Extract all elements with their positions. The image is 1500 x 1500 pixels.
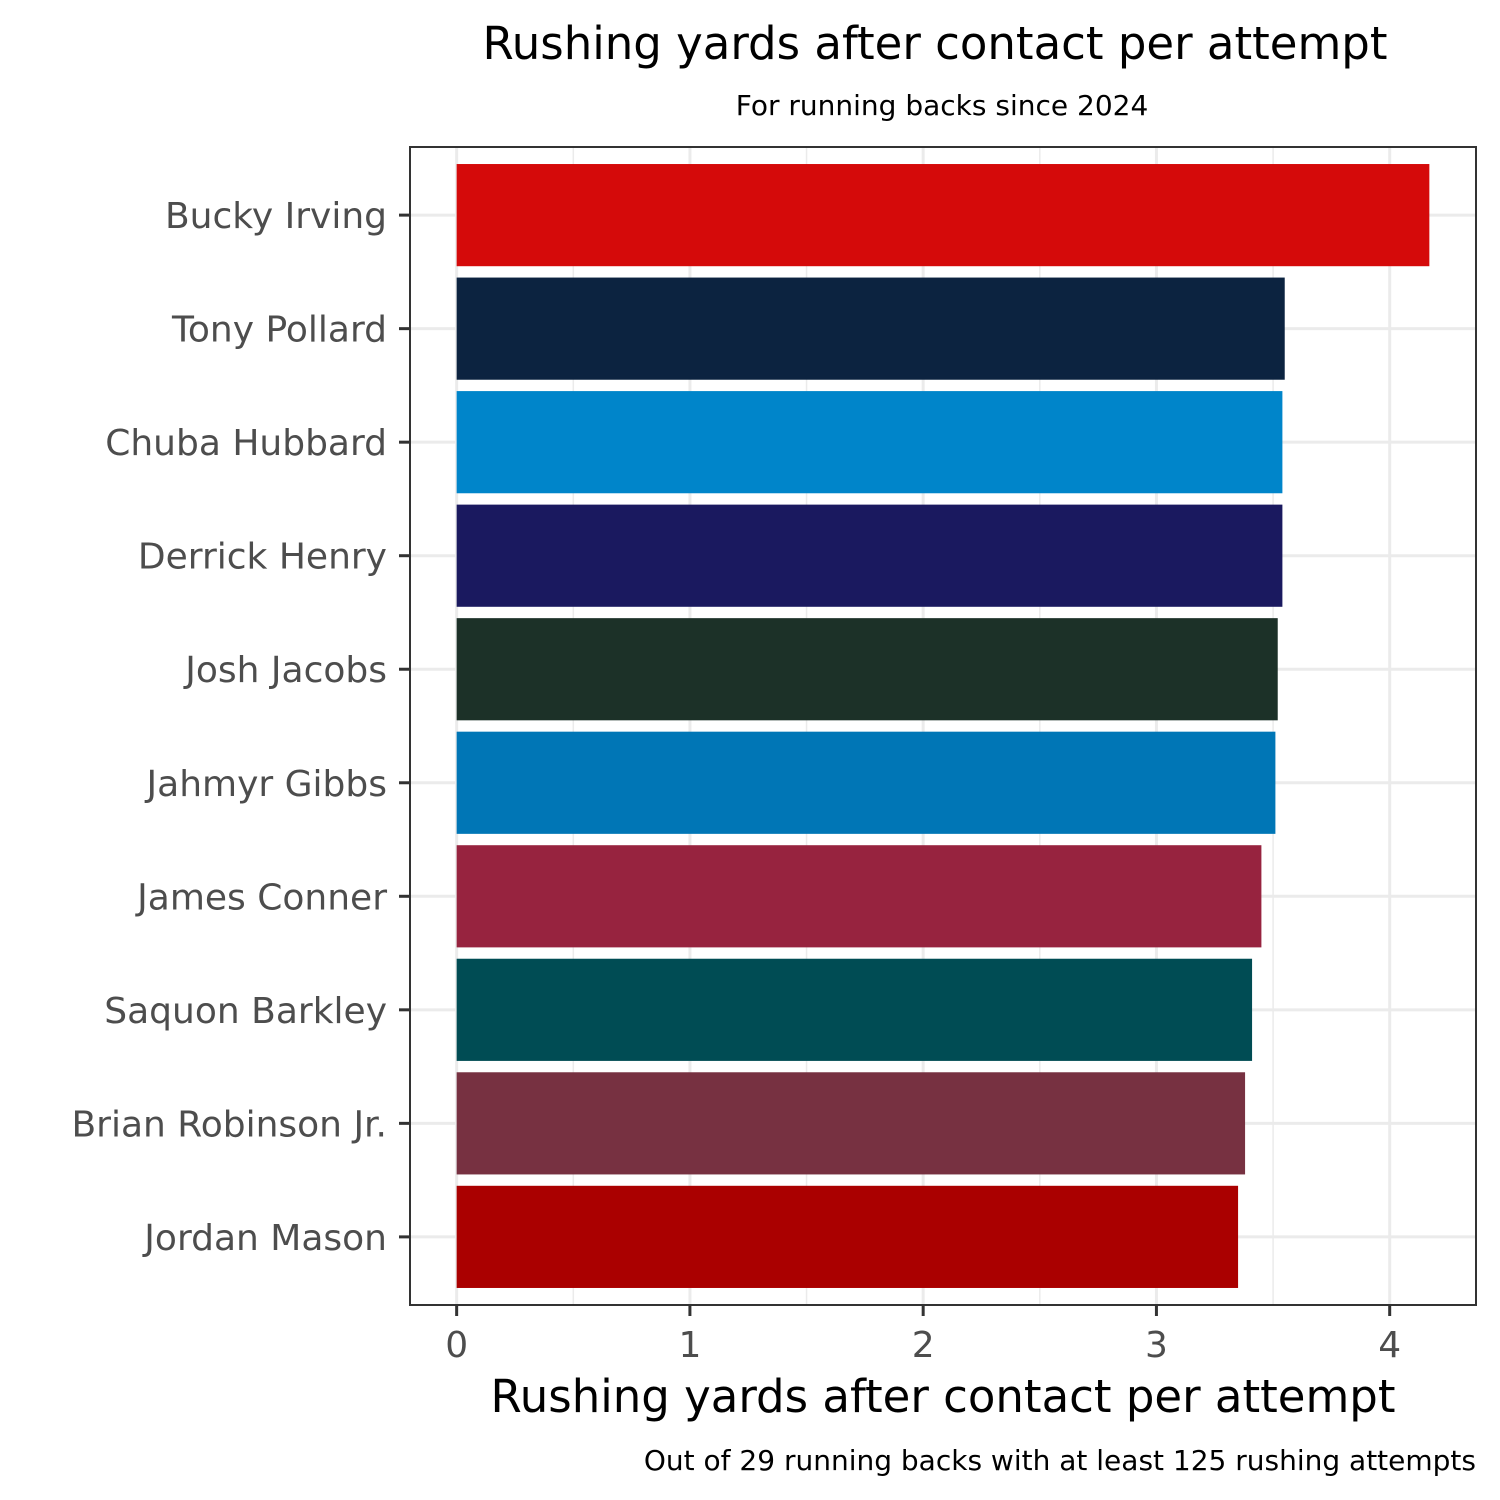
bar bbox=[456, 618, 1278, 721]
bar bbox=[456, 391, 1283, 494]
x-tick-label: 1 bbox=[678, 1325, 701, 1366]
x-axis-title: Rushing yards after contact per attempt bbox=[491, 1370, 1396, 1423]
bar bbox=[456, 164, 1430, 267]
x-tick-label: 4 bbox=[1378, 1325, 1401, 1366]
bar bbox=[456, 731, 1276, 834]
bar bbox=[456, 958, 1253, 1061]
y-tick-label: Jordan Mason bbox=[142, 1218, 387, 1259]
y-tick-label: Jahmyr Gibbs bbox=[145, 764, 387, 805]
y-tick-label: Saquon Barkley bbox=[104, 991, 387, 1032]
x-tick-label: 2 bbox=[912, 1325, 935, 1366]
chart-subtitle: For running backs since 2024 bbox=[736, 89, 1149, 122]
x-tick-label: 0 bbox=[445, 1325, 468, 1366]
y-tick-label: Derrick Henry bbox=[138, 537, 387, 578]
x-tick-label: 3 bbox=[1145, 1325, 1168, 1366]
bar bbox=[456, 504, 1283, 607]
y-tick-label: James Conner bbox=[135, 877, 387, 918]
bar bbox=[456, 845, 1262, 948]
bar bbox=[456, 1185, 1239, 1288]
y-axis: Bucky Irving Tony Pollard Chuba Hubbard Der… bbox=[71, 196, 410, 1259]
y-tick-label: Chuba Hubbard bbox=[105, 423, 387, 464]
y-tick-label: Tony Pollard bbox=[171, 310, 387, 351]
chart-caption: Out of 29 running backs with at least 12… bbox=[644, 1444, 1476, 1477]
x-axis: 0 1 2 3 4 bbox=[445, 1305, 1401, 1366]
y-tick-label: Josh Jacobs bbox=[183, 650, 387, 691]
bar bbox=[456, 277, 1285, 380]
y-tick-label: Bucky Irving bbox=[165, 196, 387, 237]
bars bbox=[456, 164, 1430, 1288]
plot-panel-border bbox=[409, 146, 1477, 1306]
chart-title: Rushing yards after contact per attempt bbox=[483, 17, 1388, 70]
bar bbox=[456, 1072, 1246, 1175]
y-tick-label: Brian Robinson Jr. bbox=[71, 1104, 387, 1145]
